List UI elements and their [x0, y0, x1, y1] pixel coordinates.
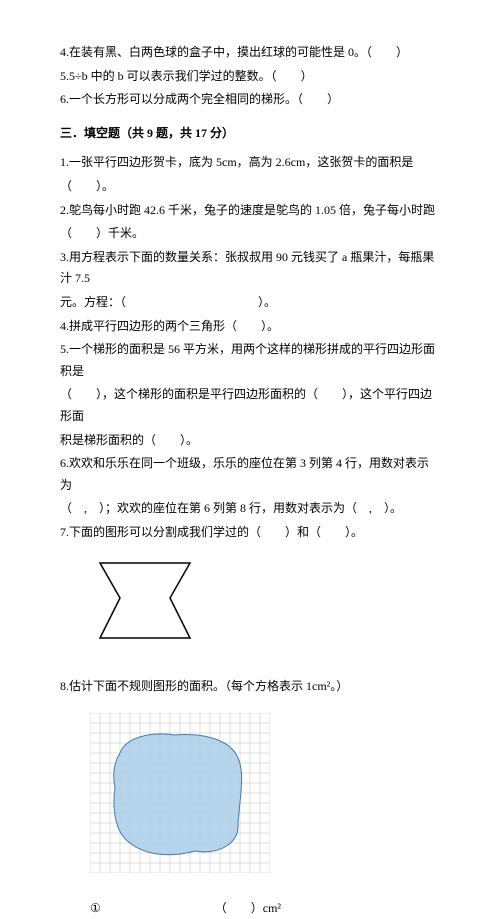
q-3-5a: 5.一个梯形的面积是 56 平方米，用两个这样的梯形拼成的平行四边形面积是	[60, 339, 440, 382]
q-3-6a: 6.欢欢和乐乐在同一个班级，乐乐的座位在第 3 列第 4 行，用数对表示为	[60, 453, 440, 496]
q-3-6b: （ , ）；欢欢的座位在第 6 列第 8 行，用数对表示为（ , ）。	[60, 498, 440, 520]
q-3-3a: 3.用方程表示下面的数量关系：张叔叔用 90 元钱买了 a 瓶果汁，每瓶果汁 7…	[60, 247, 440, 290]
grid-figure	[90, 713, 270, 873]
q-3-5b: （ ），这个梯形的面积是平行四边形面积的（ ），这个平行四边形面	[60, 384, 440, 427]
q-top-5: 5.5÷b 中的 b 可以表示我们学过的整数。（ ）	[60, 66, 440, 88]
hexagon-shape-container	[90, 558, 440, 651]
q-3-5c: 积是梯形面积的（ ）。	[60, 430, 440, 452]
q-3-1a: 1.一张平行四边形贺卡，底为 5cm，高为 2.6cm，这张贺卡的面积是	[60, 152, 440, 174]
answer-label-1: ① （ ）cm²	[90, 898, 440, 919]
q-3-8: 8.估计下面不规则图形的面积。（每个方格表示 1cm²。）	[60, 676, 440, 698]
q-3-2a: 2.鸵鸟每小时跑 42.6 千米，兔子的速度是鸵鸟的 1.05 倍，兔子每小时跑	[60, 200, 440, 222]
q-top-4: 4.在装有黑、白两色球的盒子中，摸出红球的可能性是 0。（ ）	[60, 42, 440, 64]
q-3-2b: （ ）千米。	[60, 223, 440, 245]
grid-figure-container	[90, 713, 270, 883]
section-3-title: 三．填空题（共 9 题，共 17 分）	[60, 123, 440, 145]
hexagon-shape	[90, 558, 200, 643]
q-3-1b: （ ）。	[60, 176, 440, 198]
q-top-6: 6.一个长方形可以分成两个完全相同的梯形。（ ）	[60, 89, 440, 111]
q-3-3b: 元。方程：（ ）。	[60, 292, 440, 314]
q-3-4: 4.拼成平行四边形的两个三角形（ ）。	[60, 316, 440, 338]
q-3-7: 7.下面的图形可以分割成我们学过的（ ）和（ ）。	[60, 522, 440, 544]
